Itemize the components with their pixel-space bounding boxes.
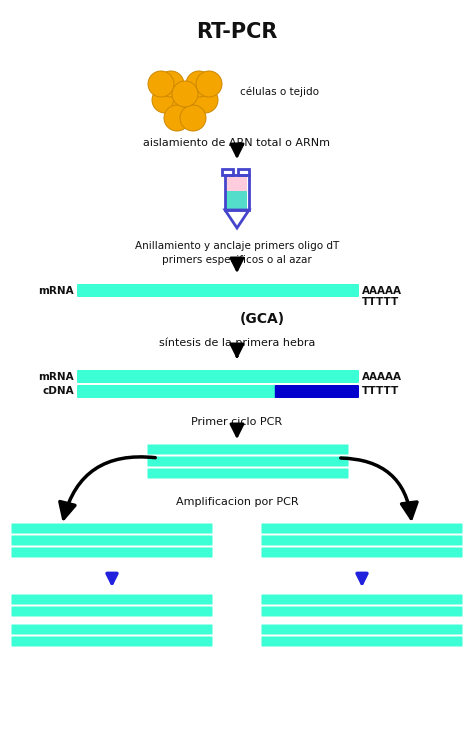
Text: AAAAA: AAAAA [362,286,402,295]
Circle shape [196,71,222,97]
Bar [225,175,249,210]
Text: mRNA: mRNA [38,286,74,295]
FancyBboxPatch shape [77,370,359,383]
FancyBboxPatch shape [275,385,359,398]
Text: Anillamiento y anclaje primers oligo dT
primers especificos o al azar: Anillamiento y anclaje primers oligo dT … [135,241,339,265]
FancyBboxPatch shape [147,468,348,478]
Bar [222,169,233,175]
Text: AAAAA: AAAAA [362,372,402,381]
Circle shape [164,105,190,131]
Text: TTTTT: TTTTT [362,297,399,307]
Text: células o tejido: células o tejido [240,87,319,97]
Circle shape [158,71,184,97]
FancyBboxPatch shape [11,624,212,635]
FancyArrowPatch shape [341,458,417,518]
Text: Primer ciclo PCR: Primer ciclo PCR [191,417,283,427]
FancyBboxPatch shape [262,524,463,533]
Circle shape [192,87,218,113]
Text: síntesis de la primera hebra: síntesis de la primera hebra [159,338,315,348]
Text: cDNA: cDNA [42,386,74,397]
Circle shape [148,71,174,97]
Text: mRNA: mRNA [38,372,74,381]
FancyBboxPatch shape [11,595,212,604]
Circle shape [180,105,206,131]
Text: RT-PCR: RT-PCR [196,22,278,42]
FancyBboxPatch shape [11,536,212,545]
FancyBboxPatch shape [77,284,359,297]
FancyBboxPatch shape [262,536,463,545]
FancyArrowPatch shape [60,457,155,518]
Bar [227,191,247,208]
Text: TTTTT: TTTTT [362,386,399,397]
FancyBboxPatch shape [11,524,212,533]
Circle shape [172,81,198,107]
FancyBboxPatch shape [11,636,212,647]
FancyBboxPatch shape [262,636,463,647]
Bar [238,169,249,175]
FancyBboxPatch shape [77,385,278,398]
FancyBboxPatch shape [262,606,463,616]
Bar [227,177,247,191]
Circle shape [172,95,198,121]
Circle shape [152,87,178,113]
FancyBboxPatch shape [147,445,348,454]
Text: (GCA): (GCA) [239,312,284,326]
FancyBboxPatch shape [262,624,463,635]
Circle shape [186,71,212,97]
Text: aislamiento de ARN total o ARNm: aislamiento de ARN total o ARNm [144,138,330,148]
FancyBboxPatch shape [11,548,212,557]
Text: Amplificacion por PCR: Amplificacion por PCR [176,497,298,507]
FancyBboxPatch shape [11,606,212,616]
FancyBboxPatch shape [262,595,463,604]
FancyBboxPatch shape [147,457,348,466]
FancyBboxPatch shape [262,548,463,557]
